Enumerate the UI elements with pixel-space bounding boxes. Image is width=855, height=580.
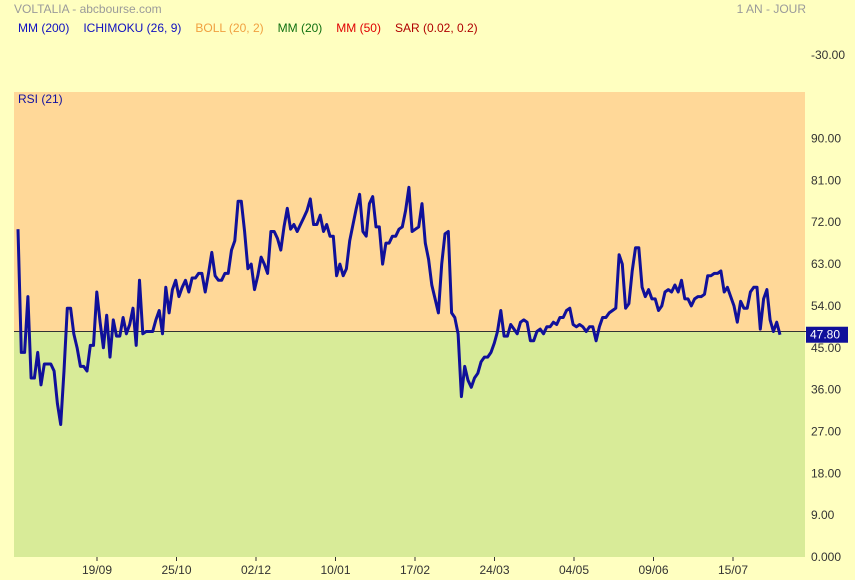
- chart-title: VOLTALIA - abcbourse.com: [14, 2, 162, 16]
- x-tick-label: 15/07: [718, 563, 748, 577]
- y-tick-label: 54.00: [811, 299, 841, 313]
- y-tick-label: 9.00: [811, 508, 835, 522]
- oversold-zone: [14, 331, 805, 557]
- legend-item: SAR (0.02, 0.2): [394, 21, 478, 35]
- y-tick-label: 81.00: [811, 173, 841, 187]
- y-tick-label: 72.00: [811, 215, 841, 229]
- y-tick-label: 90.00: [811, 132, 841, 146]
- top-axis-label: -30.00: [811, 48, 845, 62]
- y-tick-label: 0.000: [811, 550, 841, 564]
- legend-item: ICHIMOKU (26, 9): [83, 21, 182, 35]
- x-tick-label: 25/10: [161, 563, 191, 577]
- legend-item: BOLL (20, 2): [195, 21, 264, 35]
- y-tick-label: 45.00: [811, 341, 841, 355]
- x-tick-label: 17/02: [400, 563, 430, 577]
- rsi-line: [16, 185, 782, 426]
- y-tick-label: 27.00: [811, 424, 841, 438]
- panel-title: RSI (21): [18, 92, 63, 106]
- x-tick-label: 19/09: [82, 563, 112, 577]
- x-tick-label: 09/06: [638, 563, 668, 577]
- x-tick-label: 10/01: [320, 563, 350, 577]
- indicator-legend: MM (200) ICHIMOKU (26, 9) BOLL (20, 2) MM (…: [18, 21, 492, 35]
- x-tick-label: 02/12: [241, 563, 271, 577]
- y-tick-label: 63.00: [811, 257, 841, 271]
- current-value-label: 47.80: [810, 328, 840, 342]
- period-label: 1 AN - JOUR: [736, 2, 806, 16]
- x-tick-label: 24/03: [479, 563, 509, 577]
- current-value-badge: [806, 326, 848, 343]
- x-tick-label: 04/05: [559, 563, 589, 577]
- legend-item: MM (50): [336, 21, 381, 35]
- y-tick-label: 36.00: [811, 383, 841, 397]
- legend-item: MM (200): [18, 21, 70, 35]
- legend-item: MM (20): [277, 21, 323, 35]
- y-tick-label: 18.00: [811, 466, 841, 480]
